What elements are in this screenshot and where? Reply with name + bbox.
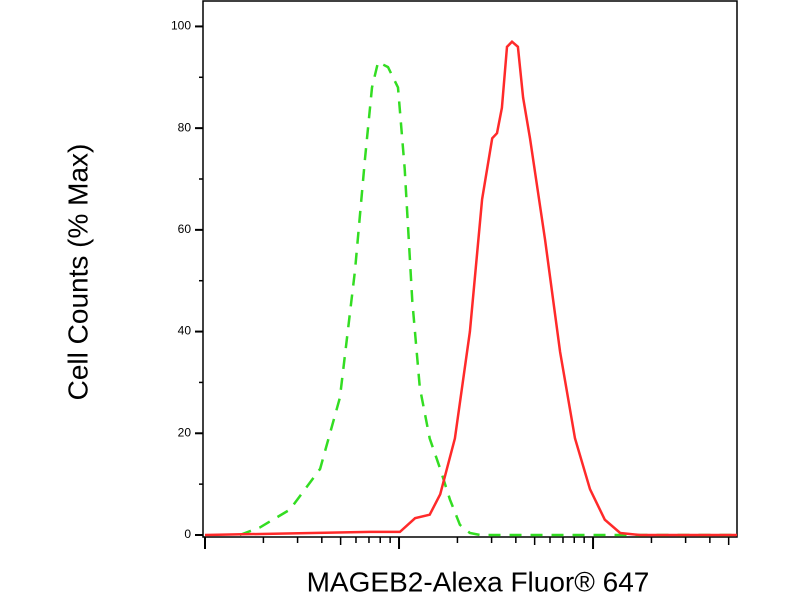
y-tick-label: 40 — [178, 324, 192, 338]
y-tick-label: 100 — [171, 19, 191, 33]
series-line — [239, 60, 737, 537]
y-tick-label: 0 — [184, 527, 191, 541]
y-tick-label: 20 — [178, 425, 192, 439]
y-axis-title: Cell Counts (% Max) — [62, 144, 93, 401]
x-axis-title: MAGEB2-Alexa Fluor® 647 — [307, 566, 650, 597]
y-tick-label: 80 — [178, 120, 192, 134]
plot-frame — [202, 0, 738, 538]
series-line — [204, 39, 737, 537]
y-tick-label: 60 — [178, 222, 192, 236]
